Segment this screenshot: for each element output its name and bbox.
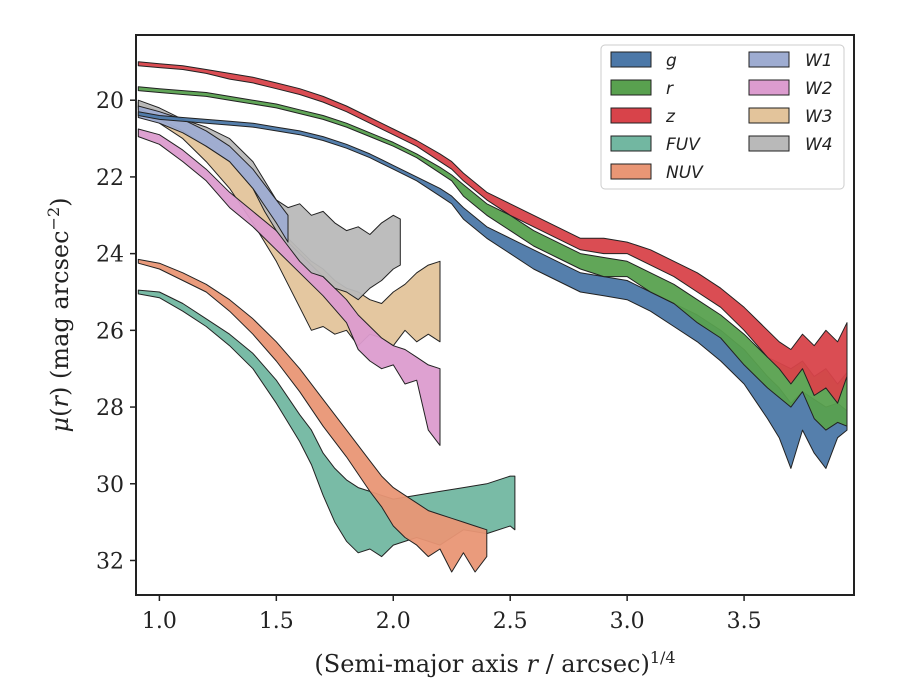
x-tick-label: 1.5: [259, 609, 294, 634]
legend-swatch-nuv: [610, 163, 652, 180]
y-axis-label: μ(r) (mag arcsec−2): [44, 197, 74, 432]
band-r: [137, 86, 848, 431]
y-tick-label: 30: [96, 473, 124, 498]
legend-label-w1: W1: [805, 51, 833, 71]
x-axis-label: (Semi-major axis r / arcsec)1/4: [314, 648, 675, 678]
legend-label-nuv: NUV: [666, 163, 704, 183]
y-tick-label: 26: [96, 319, 124, 344]
y-tick-label: 20: [96, 89, 124, 114]
legend-swatch-w4: [748, 135, 790, 152]
legend-swatch-w3: [748, 107, 790, 124]
axis-ticks: 1.0 1.5 2.0 2.5 3.0 3.5 20 22 24 26 28 30 32: [96, 89, 762, 634]
y-tick-label: 24: [96, 243, 124, 268]
legend-label-fuv: FUV: [666, 135, 701, 155]
legend-label-g: g: [666, 51, 677, 71]
legend-label-w4: W4: [805, 135, 833, 155]
band-nuv: [137, 258, 488, 573]
legend-label-z: z: [665, 107, 676, 127]
legend-label-r: r: [666, 79, 674, 99]
x-tick-label: 1.0: [142, 609, 177, 634]
plot-frame: [135, 34, 855, 596]
legend-swatch-w2: [748, 79, 790, 96]
legend-swatch-fuv: [610, 135, 652, 152]
y-tick-label: 28: [96, 396, 124, 421]
legend-swatch-r: [610, 79, 652, 96]
y-tick-label: 22: [96, 166, 124, 191]
x-tick-label: 3.0: [610, 609, 645, 634]
x-tick-label: 2.5: [493, 609, 528, 634]
chart-bands: [137, 61, 848, 573]
legend-label-w3: W3: [805, 107, 833, 127]
y-tick-label: 32: [96, 549, 124, 574]
legend: grz FUV NUV W1 W2 W3 W4: [600, 44, 845, 190]
band-w1: [137, 105, 289, 243]
legend-swatch-w1: [748, 51, 790, 68]
x-tick-label: 2.0: [376, 609, 411, 634]
band-g: [137, 111, 848, 469]
band-z: [137, 61, 848, 404]
legend-swatch-z: [610, 107, 652, 124]
legend-swatch-g: [610, 51, 652, 68]
legend-label-w2: W2: [805, 79, 833, 99]
x-tick-label: 3.5: [727, 609, 762, 634]
